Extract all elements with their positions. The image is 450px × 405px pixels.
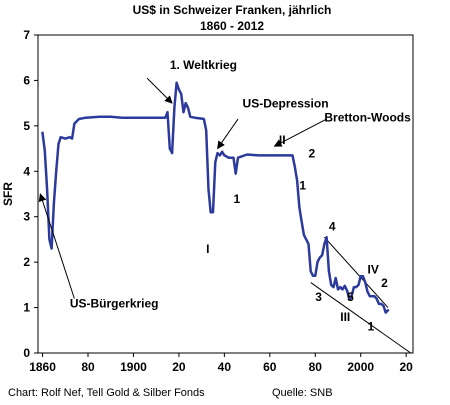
x-ticks: 1860 80 1900 20 40 60 80 2000 20	[29, 353, 413, 374]
chart-subtitle: 1860 - 2012	[200, 19, 264, 33]
x-tick-label: 1900	[120, 360, 147, 374]
wave-count-label: 2	[308, 147, 315, 161]
arrow-bretton-woods	[273, 118, 327, 147]
x-tick-label: 80	[81, 360, 95, 374]
x-tick-label: 20	[400, 360, 414, 374]
y-tick-label: 0	[23, 346, 30, 360]
wave-count-label: 4	[329, 219, 336, 233]
wave-count-label: 2	[381, 276, 388, 290]
y-tick-label: 6	[23, 73, 30, 87]
footer-credit: Chart: Rolf Nef, Tell Gold & Silber Fond…	[8, 387, 205, 399]
arrow-us-buergerkrieg	[38, 193, 75, 299]
event-label: US-Bürgerkrieg	[70, 297, 159, 311]
plot-area-frame	[37, 34, 414, 354]
y-tick-label: 5	[23, 119, 30, 133]
wave-count-label: II	[279, 133, 286, 147]
event-label: 1. Weltkrieg	[170, 58, 237, 72]
wave-count-label: III	[340, 310, 350, 324]
y-tick-label: 7	[23, 28, 30, 42]
x-tick-label: 20	[172, 360, 186, 374]
chart-title: US$ in Schweizer Franken, jährlich	[133, 3, 332, 17]
x-tick-label: 1860	[29, 360, 56, 374]
trend-line	[310, 282, 412, 354]
arrow-us-depression	[217, 118, 239, 150]
wave-count-label: 1	[233, 192, 240, 206]
annotation-arrows	[38, 77, 327, 299]
wave-count-label: I	[206, 242, 209, 256]
y-axis-label: SFR	[1, 182, 15, 206]
x-tick-label: 60	[263, 360, 277, 374]
wave-count-label: 1	[368, 319, 375, 333]
wave-count-label: 5	[347, 290, 354, 304]
y-tick-label: 3	[23, 210, 30, 224]
wave-count-label: IV	[368, 263, 379, 277]
x-tick-label: 2000	[347, 360, 374, 374]
arrow-weltkrieg	[146, 77, 173, 104]
y-tick-label: 2	[23, 255, 30, 269]
wave-count-label: 3	[315, 290, 322, 304]
trend-line	[323, 236, 389, 308]
x-tick-label: 40	[218, 360, 232, 374]
event-label: US-Depression	[243, 97, 329, 111]
y-tick-label: 1	[23, 301, 30, 315]
trend-lines	[310, 236, 412, 354]
wave-count-label: 1	[299, 178, 306, 192]
y-ticks: 0 1 2 3 4 5 6 7	[23, 28, 38, 360]
y-tick-label: 4	[23, 164, 30, 178]
footer-source: Quelle: SNB	[272, 387, 333, 399]
series-group	[41, 81, 390, 314]
series-line-usd-chf	[41, 81, 390, 314]
event-label: Bretton-Woods	[324, 110, 411, 124]
x-tick-label: 80	[309, 360, 323, 374]
